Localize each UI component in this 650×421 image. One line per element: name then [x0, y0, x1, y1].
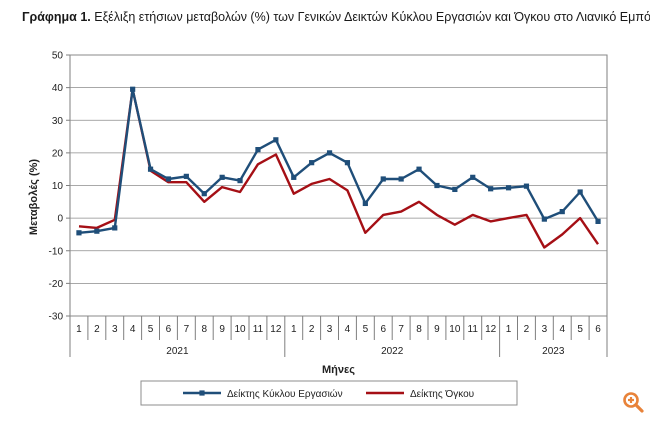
y-tick-label: -10 [49, 246, 64, 257]
x-tick-label: 2 [94, 324, 100, 335]
data-point [183, 173, 189, 179]
x-axis-label: Μήνες [322, 364, 355, 376]
x-tick-label: 9 [219, 324, 225, 335]
x-tick-label: 12 [270, 324, 282, 335]
data-point [470, 174, 476, 180]
x-tick-label: 5 [148, 324, 154, 335]
data-point [541, 216, 547, 222]
x-tick-label: 1 [76, 324, 82, 335]
series-line [78, 88, 599, 249]
x-tick-label: 6 [380, 324, 386, 335]
data-point [362, 200, 368, 207]
y-tick-label: 20 [52, 148, 64, 159]
x-tick-label: 7 [184, 324, 190, 335]
legend-label: Δείκτης Όγκου [410, 388, 474, 400]
year-label: 2021 [166, 346, 189, 357]
x-tick-label: 10 [449, 324, 461, 335]
y-tick-label: -30 [49, 312, 64, 323]
data-point [380, 176, 386, 182]
series-line [78, 88, 600, 234]
y-tick-label: 10 [52, 181, 64, 192]
year-label: 2022 [381, 346, 404, 357]
data-point [130, 86, 136, 92]
x-tick-label: 11 [253, 324, 264, 335]
data-point [273, 137, 279, 143]
y-tick-label: 30 [52, 116, 64, 127]
legend-label: Δείκτης Κύκλου Εργασιών [227, 388, 343, 400]
x-tick-label: 5 [363, 324, 369, 335]
data-point [291, 174, 297, 180]
data-point [452, 186, 458, 193]
data-point [219, 174, 225, 180]
x-tick-label: 2 [524, 324, 530, 335]
data-point [344, 160, 351, 166]
data-point [237, 178, 243, 184]
data-point [434, 182, 440, 189]
legend-marker [199, 390, 205, 396]
data-point [559, 209, 565, 215]
y-tick-label: -20 [49, 279, 64, 290]
x-tick-label: 9 [434, 324, 440, 335]
data-point [577, 189, 583, 195]
data-point [398, 176, 404, 182]
x-tick-label: 7 [398, 324, 404, 335]
x-tick-label: 2 [309, 324, 315, 335]
y-tick-label: 0 [57, 214, 63, 225]
data-point [309, 160, 315, 166]
x-tick-label: 3 [112, 324, 118, 335]
x-tick-label: 1 [506, 324, 512, 335]
data-point [201, 191, 207, 197]
x-tick-label: 5 [577, 324, 583, 335]
year-label: 2023 [542, 346, 565, 357]
x-tick-label: 8 [201, 324, 207, 335]
x-tick-label: 1 [291, 324, 297, 335]
x-tick-label: 4 [130, 324, 136, 335]
data-point [595, 218, 601, 224]
data-point [147, 166, 154, 172]
x-tick-label: 10 [234, 324, 246, 335]
data-point [505, 185, 512, 191]
data-point [416, 166, 422, 172]
data-point [523, 183, 530, 189]
x-tick-label: 6 [595, 324, 601, 335]
data-point [255, 147, 261, 153]
zoom-in-icon[interactable] [621, 390, 645, 414]
y-tick-label: 40 [52, 83, 64, 94]
x-tick-label: 4 [559, 324, 565, 335]
data-point [76, 230, 82, 236]
x-tick-label: 4 [345, 324, 351, 335]
chart-title-text: Εξέλιξη ετήσιων μεταβολών (%) των Γενικώ… [94, 10, 650, 24]
y-tick-label: 50 [52, 51, 64, 62]
x-tick-label: 11 [468, 324, 479, 335]
chart-title-lead: Γράφημα 1. [22, 10, 91, 24]
chart-title: Γράφημα 1. Εξέλιξη ετήσιων μεταβολών (%)… [22, 10, 650, 24]
x-tick-label: 3 [327, 324, 333, 335]
data-point [165, 176, 172, 182]
data-point [488, 186, 494, 192]
x-tick-label: 3 [542, 324, 548, 335]
data-point [326, 150, 333, 156]
x-tick-label: 8 [416, 324, 422, 335]
data-point [112, 225, 118, 231]
x-tick-label: 12 [485, 324, 497, 335]
data-point [94, 228, 100, 234]
x-tick-label: 6 [166, 324, 172, 335]
